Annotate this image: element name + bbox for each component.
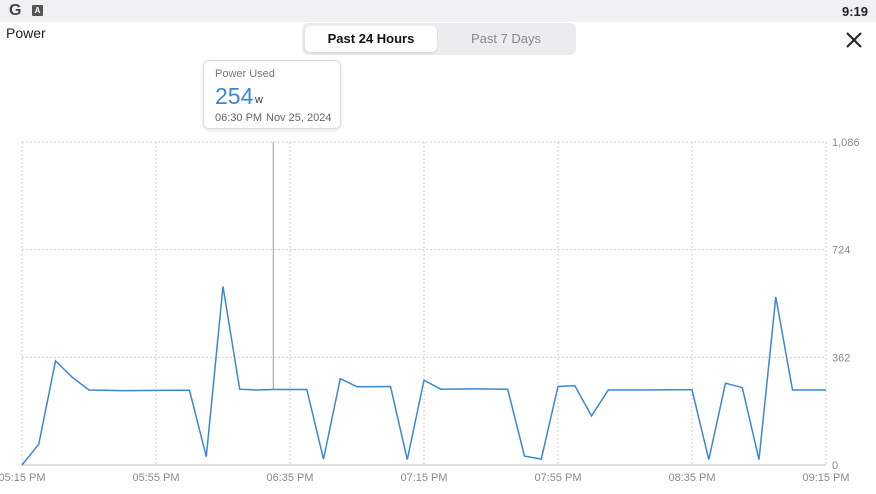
x-tick-label: 05:15 PM — [0, 472, 46, 484]
time-range-tabs: Past 24 Hours Past 7 Days — [302, 23, 576, 55]
y-tick-label: 0 — [832, 460, 838, 472]
power-tooltip: Power Used 254 w 06:30 PM Nov 25, 2024 — [203, 60, 341, 129]
tab-past-7-days[interactable]: Past 7 Days — [470, 31, 542, 46]
close-icon — [846, 32, 862, 48]
tooltip-title: Power Used — [215, 68, 275, 80]
y-tick-label: 1,086 — [832, 137, 860, 149]
tooltip-time: 06:30 PM — [215, 112, 263, 124]
tooltip-unit: w — [255, 94, 263, 106]
tab-past-24-hours[interactable]: Past 24 Hours — [305, 26, 437, 52]
y-tick-label: 362 — [832, 352, 850, 364]
y-tick-label: 724 — [832, 245, 850, 257]
chart-grid — [21, 141, 827, 466]
x-tick-label: 07:15 PM — [400, 472, 447, 484]
x-tick-label: 08:35 PM — [668, 472, 715, 484]
x-tick-label: 07:55 PM — [534, 472, 581, 484]
status-time: 9:19 — [841, 4, 868, 19]
tooltip-value: 254 — [215, 83, 254, 109]
close-button[interactable] — [840, 26, 868, 54]
page-title: Power — [6, 25, 46, 41]
a-badge-icon: A — [32, 5, 43, 16]
chart-tick-labels: 05:15 PM 05:55 PM 06:35 PM 07:15 PM 07:55 PM… — [0, 137, 860, 484]
x-tick-label: 06:35 PM — [266, 472, 313, 484]
power-series-line — [21, 286, 826, 466]
google-g-icon: G — [9, 2, 22, 19]
x-tick-label: 05:55 PM — [132, 472, 179, 484]
tooltip-date: Nov 25, 2024 — [266, 112, 332, 124]
status-bar: G A 9:19 — [0, 0, 876, 22]
x-tick-label: 09:15 PM — [802, 472, 849, 484]
